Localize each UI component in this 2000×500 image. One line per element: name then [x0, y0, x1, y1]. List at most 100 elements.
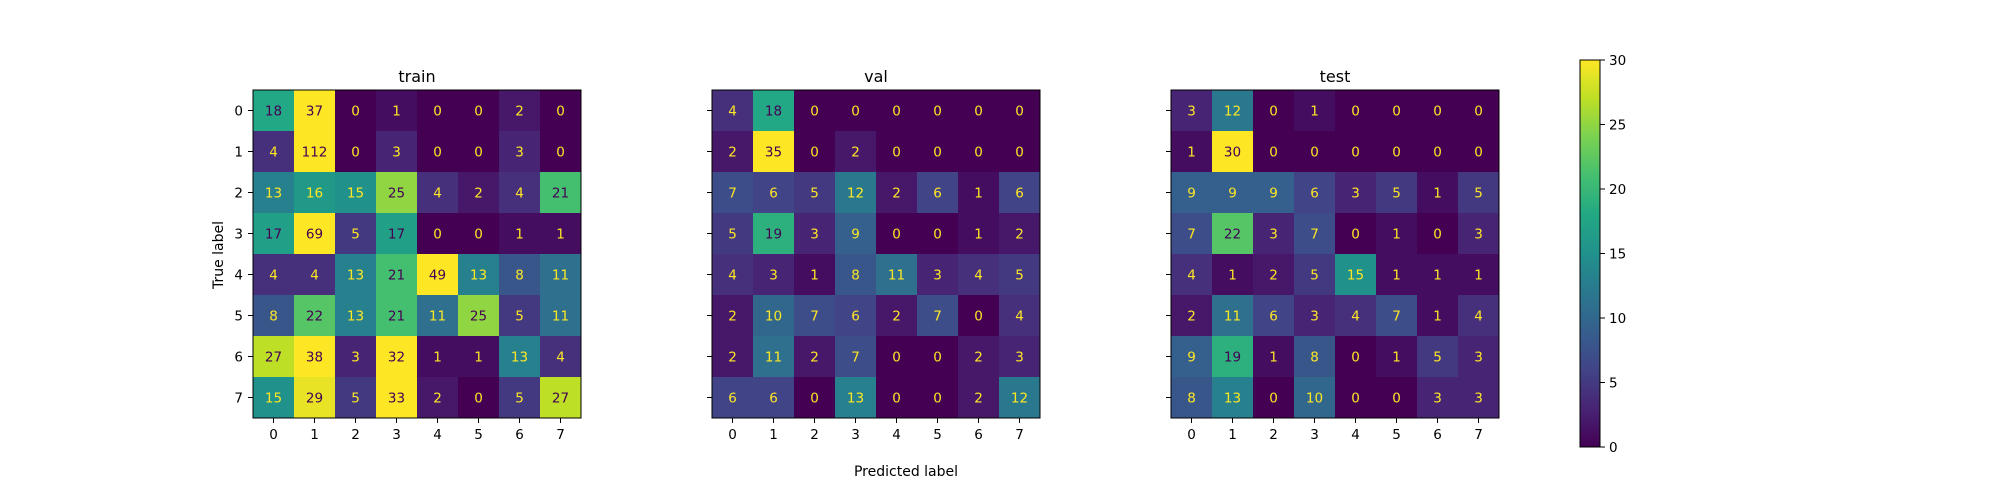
- heatmap-cell: [253, 295, 295, 337]
- heatmap-cell: [1458, 336, 1500, 378]
- cell-value-label: 0: [892, 227, 901, 243]
- cell-value-label: 3: [933, 268, 942, 284]
- heatmap-cell: [917, 336, 959, 378]
- cell-value-label: 15: [347, 186, 364, 202]
- cell-value-label: 0: [1392, 104, 1401, 120]
- heatmap-cell: [1212, 213, 1254, 255]
- cell-value-label: 16: [306, 186, 323, 202]
- heatmap-cell: [1335, 131, 1377, 173]
- cell-value-label: 0: [433, 145, 442, 161]
- panel-title: train: [398, 67, 435, 86]
- cell-value-label: 1: [974, 227, 983, 243]
- cell-value-label: 5: [1433, 350, 1442, 366]
- cell-value-label: 9: [1228, 186, 1237, 202]
- cell-value-label: 37: [306, 104, 323, 120]
- cell-value-label: 4: [433, 186, 442, 202]
- heatmap-cell: [712, 377, 754, 419]
- heatmap-cell: [253, 213, 295, 255]
- cell-value-label: 5: [515, 309, 524, 325]
- heatmap-cell: [1458, 90, 1500, 132]
- heatmap-cell: [917, 377, 959, 419]
- cell-value-label: 0: [351, 104, 360, 120]
- heatmap-cell: [253, 254, 295, 296]
- heatmap-cell: [458, 254, 500, 296]
- heatmap-cell: [1212, 254, 1254, 296]
- heatmap-cell: [1417, 254, 1459, 296]
- cell-value-label: 0: [1433, 227, 1442, 243]
- heatmap-cell: [876, 131, 918, 173]
- cell-value-label: 30: [1224, 145, 1241, 161]
- heatmap-cell: [958, 131, 1000, 173]
- heatmap-cell: [540, 295, 582, 337]
- y-axis-label: True label: [211, 221, 227, 290]
- heatmap-cell: [253, 377, 295, 419]
- cell-value-label: 19: [1224, 350, 1241, 366]
- cell-value-label: 1: [556, 227, 565, 243]
- cell-value-label: 3: [810, 227, 819, 243]
- cell-value-label: 0: [933, 391, 942, 407]
- heatmap-cell: [376, 90, 418, 132]
- cell-value-label: 0: [974, 145, 983, 161]
- cell-value-label: 3: [392, 145, 401, 161]
- x-tick-label: 1: [310, 427, 319, 443]
- cell-value-label: 1: [974, 186, 983, 202]
- heatmap-cell: [1417, 336, 1459, 378]
- cell-value-label: 0: [974, 309, 983, 325]
- y-tick-label: 5: [234, 309, 243, 325]
- x-tick-label: 2: [351, 427, 360, 443]
- cell-value-label: 2: [515, 104, 524, 120]
- cell-value-label: 11: [888, 268, 905, 284]
- heatmap-cell: [712, 213, 754, 255]
- colorbar-tick-label: 20: [1609, 182, 1626, 198]
- heatmap-cell: [876, 254, 918, 296]
- cell-value-label: 0: [933, 145, 942, 161]
- cell-value-label: 22: [306, 309, 323, 325]
- heatmap-cell: [958, 172, 1000, 214]
- colorbar-tick-label: 5: [1609, 376, 1618, 392]
- heatmap-cell: [1335, 172, 1377, 214]
- heatmap-cell: [499, 213, 541, 255]
- cell-value-label: 0: [810, 145, 819, 161]
- cell-value-label: 9: [1269, 186, 1278, 202]
- cell-value-label: 2: [974, 391, 983, 407]
- cell-value-label: 1: [1187, 145, 1196, 161]
- heatmap-cell: [999, 131, 1041, 173]
- cell-value-label: 0: [433, 227, 442, 243]
- cell-value-label: 3: [1474, 391, 1483, 407]
- heatmap-cell: [917, 90, 959, 132]
- heatmap-cell: [540, 131, 582, 173]
- heatmap-cell: [1253, 213, 1295, 255]
- cell-value-label: 0: [1310, 145, 1319, 161]
- heatmap-cell: [417, 172, 459, 214]
- cell-value-label: 2: [1269, 268, 1278, 284]
- heatmap-cell: [335, 172, 377, 214]
- cell-value-label: 6: [728, 391, 737, 407]
- y-tick-label: 1: [234, 145, 243, 161]
- cell-value-label: 1: [1228, 268, 1237, 284]
- cell-value-label: 2: [851, 145, 860, 161]
- cell-value-label: 0: [1392, 391, 1401, 407]
- heatmap-cell: [999, 377, 1041, 419]
- x-axis-label: Predicted label: [854, 464, 958, 480]
- heatmap-cell: [1458, 377, 1500, 419]
- heatmap-cell: [1376, 377, 1418, 419]
- x-tick-label: 4: [1351, 427, 1360, 443]
- heatmap-cell: [1294, 254, 1336, 296]
- panel-title: test: [1320, 67, 1351, 86]
- heatmap-cell: [335, 90, 377, 132]
- heatmap-cell: [1417, 172, 1459, 214]
- heatmap-cell: [458, 336, 500, 378]
- cell-value-label: 4: [310, 268, 319, 284]
- cell-value-label: 0: [933, 350, 942, 366]
- heatmap-cell: [376, 295, 418, 337]
- heatmap-cell: [712, 254, 754, 296]
- heatmap-cell: [335, 213, 377, 255]
- panel-frame: [711, 89, 1041, 419]
- heatmap-cell: [376, 254, 418, 296]
- heatmap-cell: [835, 90, 877, 132]
- heatmap-cell: [1212, 336, 1254, 378]
- heatmap-cell: [253, 336, 295, 378]
- cell-value-label: 0: [810, 104, 819, 120]
- heatmap-cell: [1294, 90, 1336, 132]
